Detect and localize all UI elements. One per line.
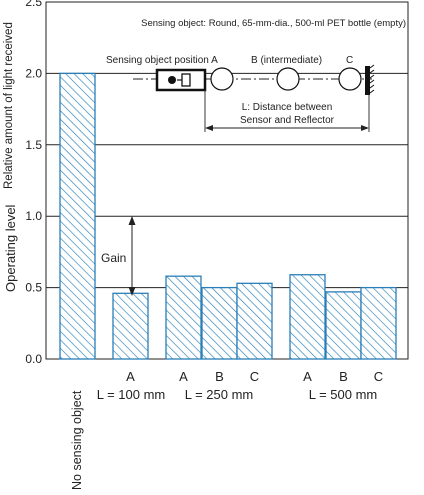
sensor-emitter [168,76,176,84]
y-tick-label: 2.5 [25,0,42,9]
y-tick-label: 1.5 [25,138,42,152]
bar [59,72,96,360]
reflector [365,66,370,95]
sensor-receiver [181,73,191,87]
y-tick-label: 1.0 [25,209,42,223]
group-label: L = 100 mm [97,387,166,402]
bar [165,275,202,360]
y-axis-label-bottom: Operating level [3,204,18,292]
bar [201,286,238,360]
group-label: L = 500 mm [309,387,378,402]
bar [325,291,362,360]
distance-label-1: L: Distance between [242,102,333,113]
distance-label-2: Sensor and Reflector [240,115,335,126]
y-axis-label-top: Relative amount of light received [3,22,15,189]
x-tick-label: A [126,369,135,384]
position-a-label: Sensing object position A [106,55,218,66]
no-sensing-object-label: No sensing object [70,390,84,490]
x-tick-label: A [179,369,188,384]
x-tick-label: C [250,369,259,384]
y-tick-label: 0.5 [25,281,42,295]
x-tick-label: B [339,369,348,384]
x-tick-label: C [374,369,383,384]
group-label: L = 250 mm [185,387,254,402]
x-tick-label: B [215,369,224,384]
x-tick-label: A [303,369,312,384]
object-position-a [210,67,234,91]
bar [112,292,149,360]
bar [360,286,397,360]
y-tick-label: 0.0 [25,352,42,366]
sensing-object-note: Sensing object: Round, 65-mm-dia., 500-m… [141,18,406,29]
object-position-c [338,67,362,91]
setup-illustration: Sensing object: Round, 65-mm-dia., 500-m… [106,18,406,132]
gain-annotation: Gain [101,216,136,296]
bar [236,282,273,360]
bar [289,274,326,360]
position-c-label: C [346,55,353,66]
gain-label: Gain [101,251,126,265]
object-position-b [276,67,300,91]
y-tick-label: 2.0 [25,66,42,80]
position-b-label: B (intermediate) [251,55,322,66]
